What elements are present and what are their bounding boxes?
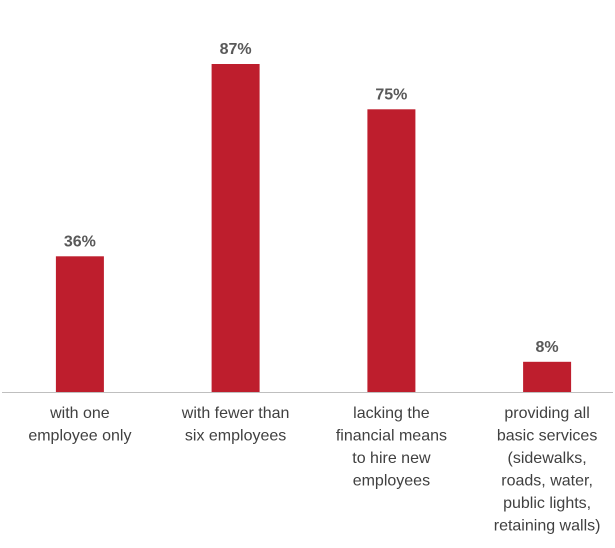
category-label-3: lacking the financial means to hire new emp… — [336, 405, 447, 490]
bar-4 — [523, 361, 572, 392]
category-label-line: employee only — [28, 428, 131, 445]
category-label-line: retaining walls) — [494, 518, 601, 535]
category-label-2: with fewer than six employees — [181, 405, 290, 445]
value-label-1: 36% — [64, 233, 96, 250]
category-label-1: with one employee only — [28, 405, 131, 445]
value-label-2: 87% — [220, 41, 252, 58]
value-labels-layer: 36% 87% 75% 8% — [64, 41, 559, 356]
category-label-line: lacking the — [353, 405, 430, 422]
value-label-3: 75% — [375, 86, 407, 103]
category-label-line: providing all — [504, 405, 589, 422]
bars-layer — [55, 64, 572, 393]
category-label-line: (sidewalks, — [508, 450, 587, 467]
category-label-line: employees — [353, 473, 430, 490]
category-label-4: providing all basic services (sidewalks, ro… — [494, 405, 601, 535]
category-label-line: financial means — [336, 428, 447, 445]
bar-2 — [211, 64, 260, 392]
category-label-line: with fewer than — [181, 405, 290, 422]
category-label-line: six employees — [185, 428, 286, 445]
category-label-line: to hire new — [352, 450, 431, 467]
category-label-line: with one — [49, 405, 110, 422]
category-label-line: public lights, — [503, 495, 591, 512]
bar-1 — [55, 256, 104, 392]
category-labels-layer: with one employee only with fewer than six … — [28, 405, 600, 535]
bar-3 — [367, 109, 416, 393]
value-label-4: 8% — [536, 339, 559, 356]
category-label-line: basic services — [497, 428, 597, 445]
category-label-line: roads, water, — [501, 473, 593, 490]
